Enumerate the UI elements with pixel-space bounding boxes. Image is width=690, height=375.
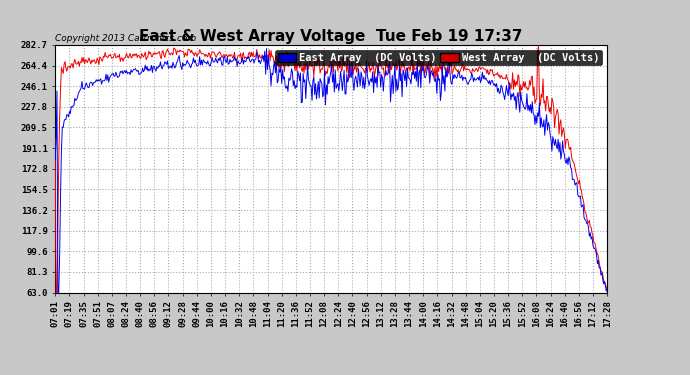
Legend: East Array  (DC Volts), West Array  (DC Volts): East Array (DC Volts), West Array (DC Vo…	[275, 50, 602, 65]
Title: East & West Array Voltage  Tue Feb 19 17:37: East & West Array Voltage Tue Feb 19 17:…	[139, 29, 523, 44]
Text: Copyright 2013 Cartronics.com: Copyright 2013 Cartronics.com	[55, 33, 197, 42]
